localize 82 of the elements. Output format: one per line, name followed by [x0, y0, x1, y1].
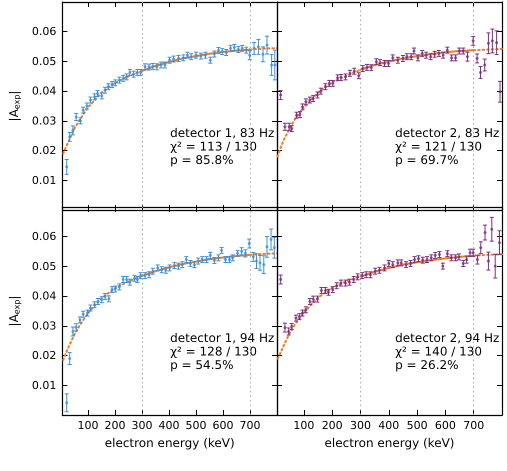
- annotation: χ² = 140 / 130: [395, 344, 482, 358]
- x-tick-label: 500: [406, 419, 428, 432]
- y-tick-label: 0.02: [32, 144, 56, 158]
- x-tick-label: 200: [322, 419, 343, 432]
- point: [468, 251, 472, 254]
- x-tick-label: 600: [434, 419, 456, 432]
- point: [472, 251, 475, 254]
- point: [65, 401, 68, 404]
- y-tick-label: 0.05: [32, 260, 56, 273]
- point: [498, 241, 501, 244]
- point: [71, 128, 74, 132]
- annotation: detector 1, 94 Hz: [170, 330, 274, 345]
- annotation: p = 85.8%: [170, 152, 234, 167]
- y-tick-label: 0.03: [32, 319, 56, 332]
- point: [261, 52, 264, 56]
- y-tick-label: 0.05: [32, 54, 56, 68]
- x-tick-label: 500: [186, 419, 207, 432]
- y-tick-label: 0.01: [32, 174, 56, 187]
- point: [68, 357, 72, 360]
- x-tick-label: 100: [293, 419, 314, 432]
- point: [272, 246, 276, 250]
- y-tick-label: 0.03: [32, 114, 56, 128]
- point: [465, 258, 468, 262]
- annotation: p = 69.7%: [395, 152, 459, 167]
- point: [270, 238, 273, 241]
- y-tick-label: 0.06: [32, 230, 56, 244]
- point: [288, 125, 291, 128]
- point: [279, 278, 282, 281]
- point: [472, 39, 475, 42]
- annotation: p = 54.5%: [170, 358, 234, 372]
- y-tick-label: 0.04: [32, 84, 56, 98]
- point: [490, 228, 494, 231]
- point: [486, 42, 490, 45]
- x-tick-label: 700: [463, 419, 484, 432]
- x-axis-title: electron energy (keV): [104, 436, 235, 450]
- annotation: detector 2, 83 Hz: [395, 126, 500, 140]
- annotation: p = 26.2%: [395, 358, 459, 372]
- point: [466, 55, 469, 58]
- point: [476, 56, 479, 60]
- point: [248, 242, 251, 246]
- annotation: χ² = 121 / 130: [395, 139, 482, 154]
- y-tick-label: 0.04: [32, 290, 56, 303]
- point: [490, 39, 494, 42]
- point: [74, 326, 78, 329]
- point: [283, 326, 286, 330]
- point: [495, 41, 498, 44]
- point: [279, 94, 282, 97]
- point: [71, 330, 74, 333]
- annotation: χ² = 113 / 130: [170, 139, 258, 154]
- annotation: detector 2, 94 Hz: [395, 330, 500, 345]
- point: [479, 246, 482, 250]
- x-tick-label: 200: [104, 419, 126, 432]
- point: [476, 258, 479, 262]
- y-tick-label: 0.06: [32, 25, 56, 38]
- point: [256, 45, 260, 48]
- point: [283, 125, 286, 128]
- x-tick-label: 300: [132, 419, 153, 432]
- point: [483, 63, 486, 66]
- x-tick-label: 400: [158, 419, 180, 432]
- x-tick-label: 100: [78, 419, 99, 432]
- y-tick-label: 0.02: [32, 349, 56, 362]
- x-tick-label: 400: [378, 419, 400, 432]
- point: [65, 165, 68, 168]
- point: [494, 264, 497, 268]
- point: [486, 260, 490, 263]
- point: [287, 330, 290, 333]
- point: [266, 245, 269, 248]
- point: [252, 46, 256, 50]
- x-tick-label: 300: [350, 419, 371, 432]
- x-axis-title: electron energy (keV): [324, 436, 454, 450]
- point: [262, 263, 266, 266]
- y-tick-label: 0.01: [32, 378, 56, 392]
- point: [270, 63, 274, 66]
- x-tick-label: 700: [240, 419, 261, 432]
- annotation: χ² = 128 / 130: [170, 344, 258, 358]
- x-tick-label: 600: [212, 419, 234, 432]
- y-axis-title: |Aexp|: [7, 296, 22, 326]
- point: [252, 255, 255, 258]
- point: [74, 115, 78, 118]
- point: [244, 252, 247, 255]
- point: [68, 135, 72, 138]
- y-axis-title: |Aexp|: [7, 90, 22, 122]
